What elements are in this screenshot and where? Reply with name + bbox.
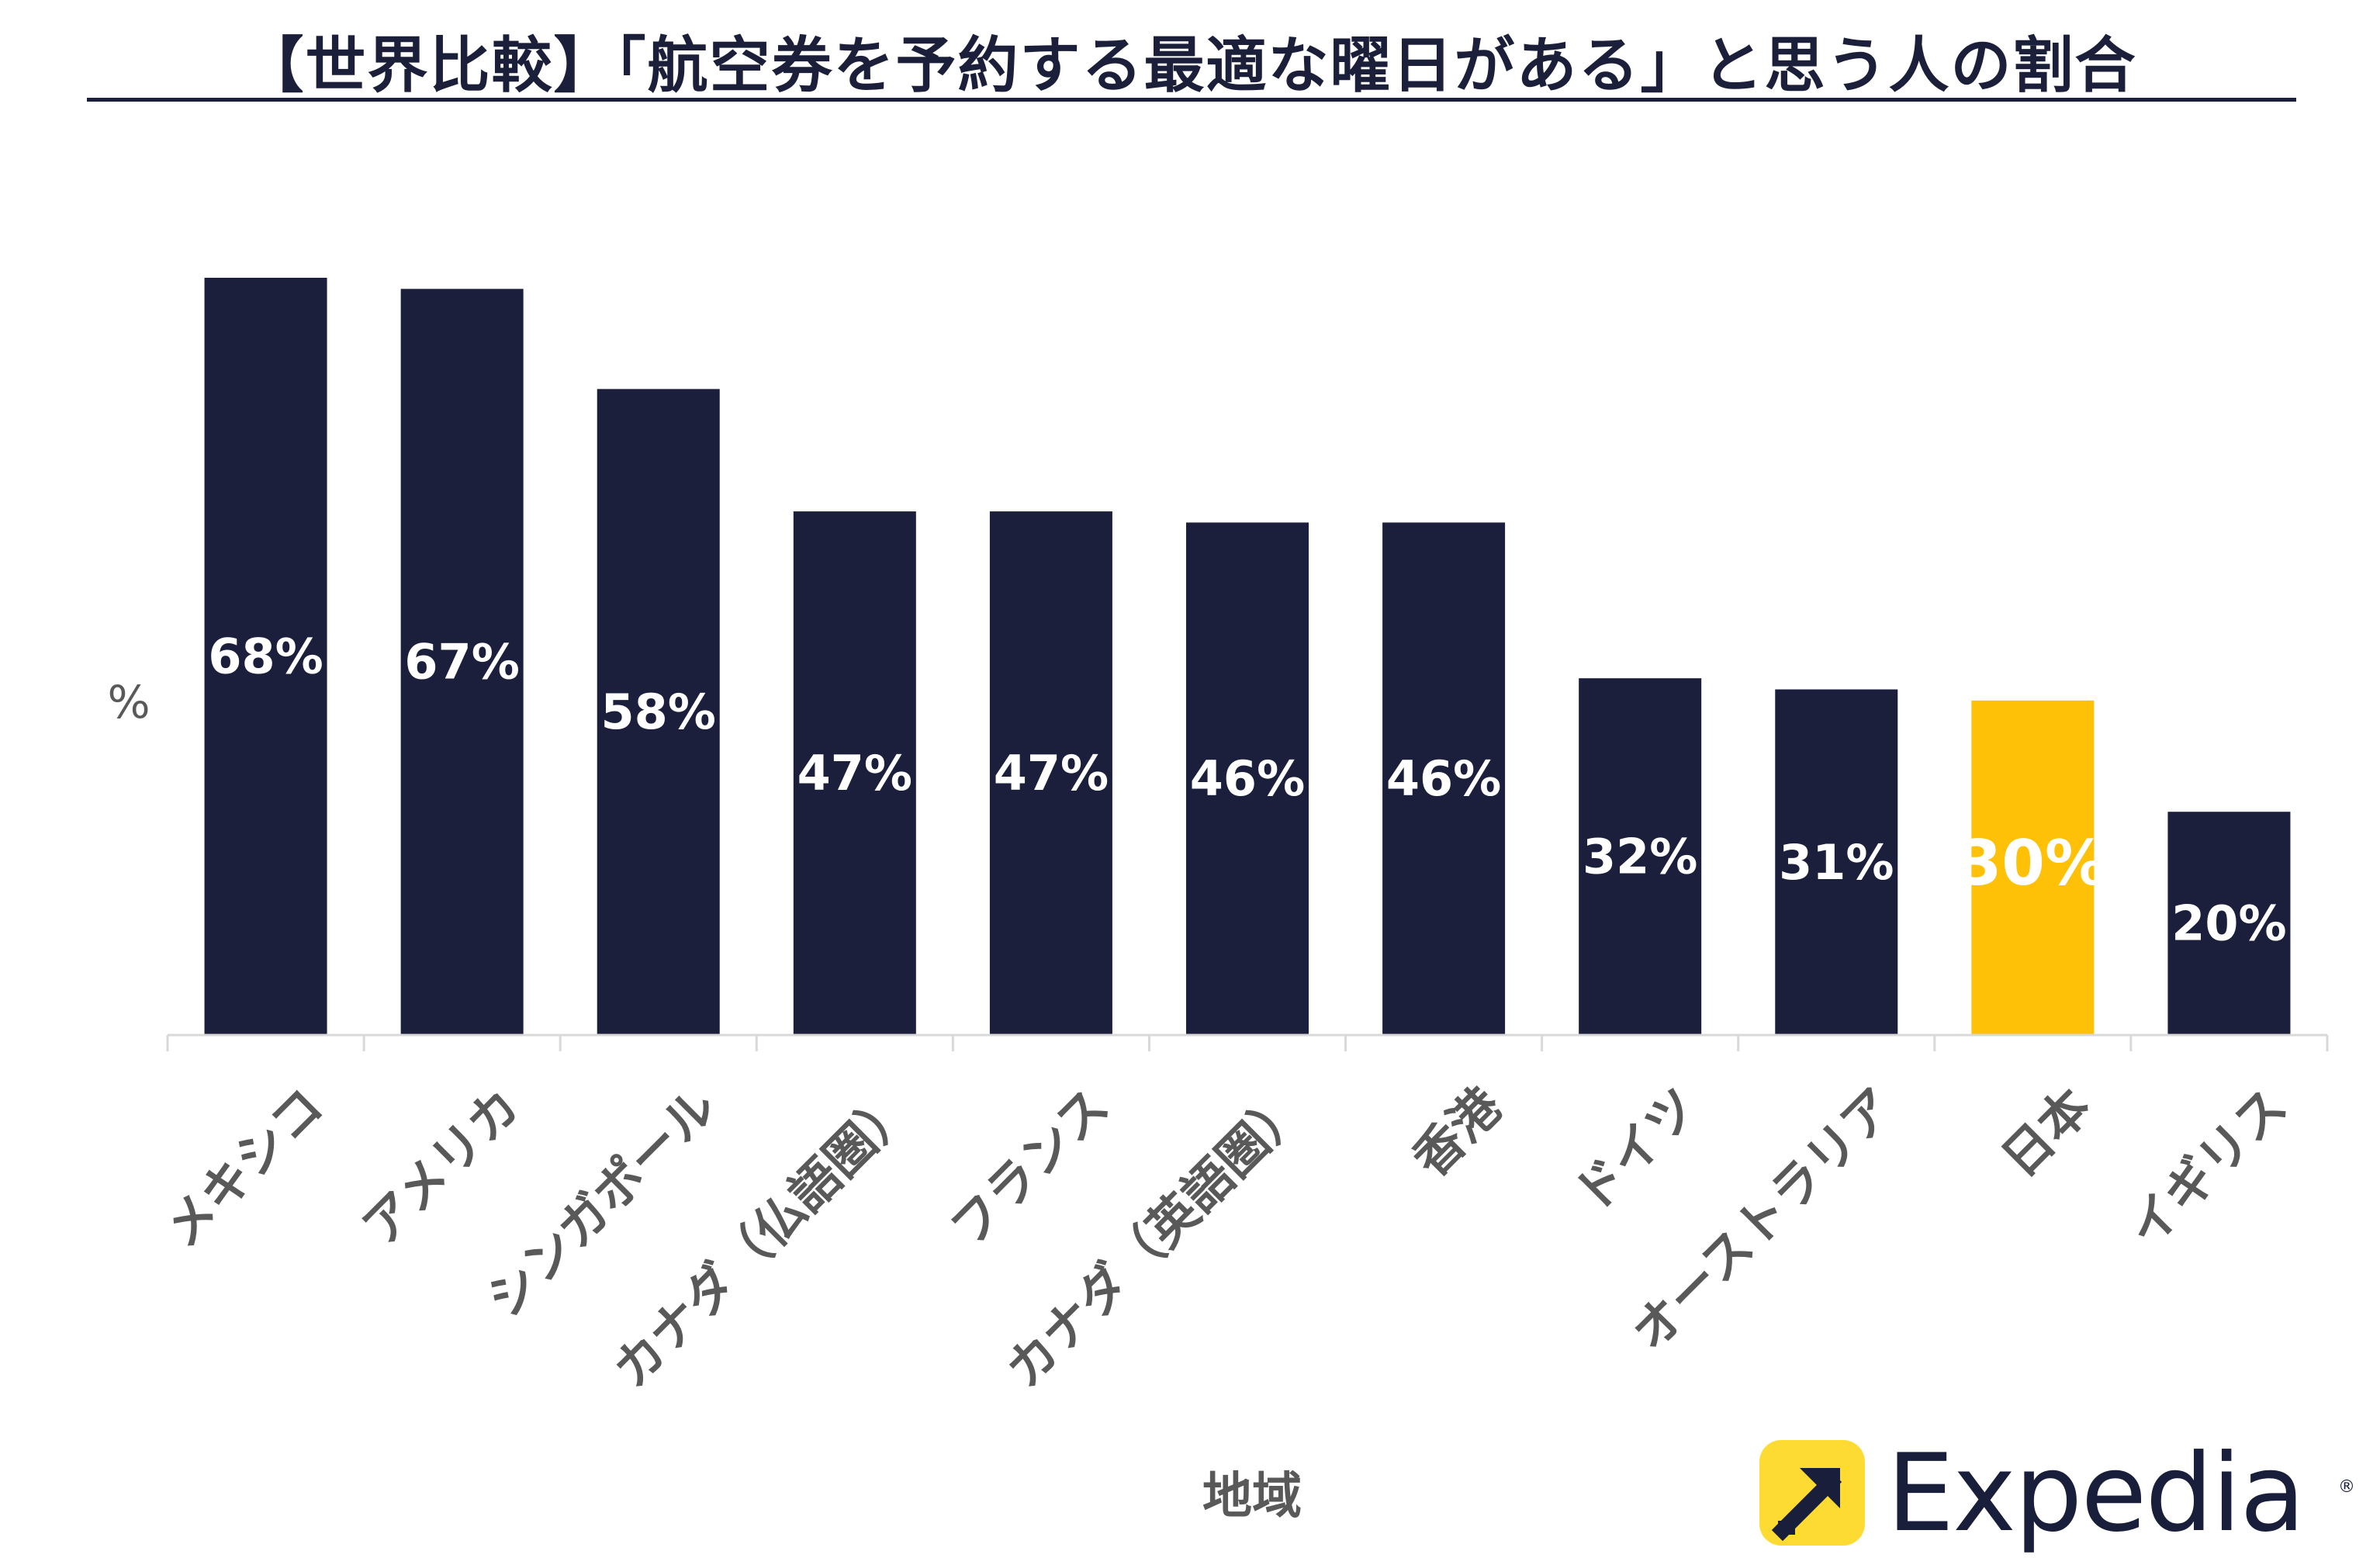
data-label: 67% <box>404 634 519 691</box>
title-underline <box>87 98 2296 102</box>
data-labels-layer: 68% 67% 58% 47% 47% 46% 46% 32% 31% 30% 20% <box>208 628 2286 952</box>
data-label: 31% <box>1779 834 1894 891</box>
bar <box>1971 700 2095 1034</box>
data-label: 58% <box>601 684 716 740</box>
data-label: 30% <box>1959 827 2107 899</box>
bar <box>1186 522 1309 1034</box>
bar <box>1382 522 1506 1034</box>
bar <box>2167 812 2291 1034</box>
expedia-logo: Expedia ® <box>1759 1431 2364 1556</box>
category-label: 香港 <box>1403 1077 1514 1189</box>
category-label: フランス <box>940 1078 1120 1258</box>
x-axis-label: 地域 <box>1202 1468 1302 1525</box>
data-label: 68% <box>208 628 323 685</box>
category-label: ドイツ <box>1563 1078 1709 1224</box>
registered-mark: ® <box>2338 1477 2355 1497</box>
bar <box>793 511 916 1034</box>
category-label: メキシコ <box>154 1078 335 1259</box>
category-label: 日本 <box>1991 1078 2102 1189</box>
data-label: 20% <box>2171 895 2286 952</box>
chart-title: 【世界比較】「航空券を予約する最適な曜日がある」と思う人の割合 <box>243 31 2137 101</box>
y-axis-label: % <box>107 676 150 729</box>
data-label: 32% <box>1583 829 1697 885</box>
expedia-logo-text: Expedia <box>1887 1431 2306 1556</box>
category-label: イギリス <box>2117 1078 2298 1259</box>
data-label: 46% <box>1190 750 1305 807</box>
data-label: 47% <box>797 745 912 802</box>
bar <box>204 278 327 1034</box>
data-label: 46% <box>1386 750 1501 807</box>
bar <box>1579 678 1702 1034</box>
data-label: 47% <box>994 745 1109 802</box>
bar <box>989 511 1112 1034</box>
bar <box>400 289 524 1034</box>
bar <box>1775 689 1898 1034</box>
category-label: アメリカ <box>352 1078 531 1257</box>
x-axis-ticks <box>166 1035 2329 1051</box>
bar <box>597 389 720 1035</box>
bars-layer <box>204 278 2291 1035</box>
expedia-arrow-icon <box>1759 1440 1865 1546</box>
